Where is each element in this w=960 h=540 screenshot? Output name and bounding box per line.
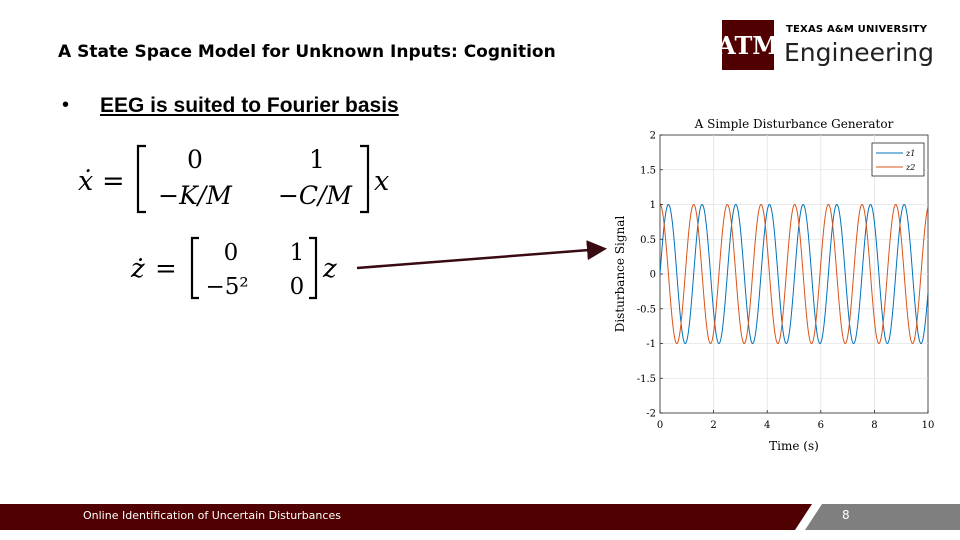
tamu-logo-mark: ATM xyxy=(722,31,774,60)
legend-box xyxy=(871,142,925,177)
chart-xlabel: Time (s) xyxy=(769,439,819,453)
series-lines xyxy=(659,203,929,345)
y-tick-label: -1 xyxy=(646,339,656,350)
footer-maroon-band xyxy=(0,504,812,530)
eq1-right-bracket xyxy=(360,144,370,214)
y-tick-label: -1.5 xyxy=(637,374,656,385)
y-tick-label: -2 xyxy=(646,409,656,420)
eq2-rhs: z xyxy=(322,254,337,284)
legend-label-z2: z2 xyxy=(905,163,915,172)
y-tick-label: 0.5 xyxy=(640,235,656,246)
y-tick-label: 1 xyxy=(650,200,656,211)
y-tick-label: -0.5 xyxy=(637,304,656,315)
state-equation-z: ż = 0 1 −5² 0 z xyxy=(130,236,337,300)
arrow-line xyxy=(356,240,607,270)
eq2-m11: 0 xyxy=(290,274,305,300)
legend-label-z1: z1 xyxy=(905,149,915,158)
x-tick-label: 8 xyxy=(871,420,877,431)
university-name: TEXAS A&M UNIVERSITY xyxy=(786,24,928,35)
y-tick-label: 2 xyxy=(650,131,656,142)
series-line-z2 xyxy=(659,203,929,345)
eq1-equals: = xyxy=(102,166,125,197)
eq1-rhs: x xyxy=(374,166,389,197)
eq2-right-bracket xyxy=(309,236,318,300)
x-tick-label: 4 xyxy=(764,420,770,431)
y-tick-label: 1.5 xyxy=(640,165,656,176)
disturbance-chart: 0 2 4 6 8 10 2 1.5 1 0.5 0 -0.5 -1 -1.5 -2 A Simple Di… xyxy=(613,117,935,453)
eq2-m10: −5² xyxy=(205,274,248,300)
chart-legend: z1 z2 xyxy=(871,142,925,177)
bullet-text: EEG is suited to Fourier basis xyxy=(100,94,399,117)
y-tick-label: 0 xyxy=(650,270,656,281)
x-tick-label: 6 xyxy=(818,420,824,431)
footer-bar xyxy=(0,504,960,530)
eq1-m11: −C/M xyxy=(278,181,353,210)
eq2-left-bracket xyxy=(190,236,199,300)
footer-text: Online Identification of Uncertain Distu… xyxy=(83,509,341,522)
bullet-icon: • xyxy=(62,94,70,116)
tick-labels: 0 2 4 6 8 10 2 1.5 1 0.5 0 -0.5 -1 -1.5 -2 xyxy=(637,131,935,432)
x-tick-label: 2 xyxy=(710,420,716,431)
slide-title: A State Space Model for Unknown Inputs: … xyxy=(58,42,556,62)
footer-page-band xyxy=(805,504,960,530)
eq1-m01: 1 xyxy=(309,145,325,174)
tamu-logo: ATM xyxy=(722,20,774,70)
department-name: Engineering xyxy=(784,38,934,67)
eq1-lhs: ẋ xyxy=(78,166,93,197)
eq1-m00: 0 xyxy=(187,145,203,174)
eq2-lhs: ż xyxy=(130,254,145,284)
chart-ylabel: Disturbance Signal xyxy=(613,216,627,333)
eq1-m10: −K/M xyxy=(158,181,233,210)
page-number: 8 xyxy=(842,508,850,522)
x-tick-label: 0 xyxy=(657,420,663,431)
x-tick-label: 10 xyxy=(922,420,935,431)
eq1-left-bracket xyxy=(136,144,146,214)
grid-lines xyxy=(660,135,928,413)
state-equation-x: ẋ = 0 1 −K/M −C/M x xyxy=(78,144,389,214)
eq2-m01: 1 xyxy=(290,240,305,266)
eq2-equals: = xyxy=(155,254,177,284)
chart-title: A Simple Disturbance Generator xyxy=(694,117,894,131)
eq2-m00: 0 xyxy=(224,240,239,266)
